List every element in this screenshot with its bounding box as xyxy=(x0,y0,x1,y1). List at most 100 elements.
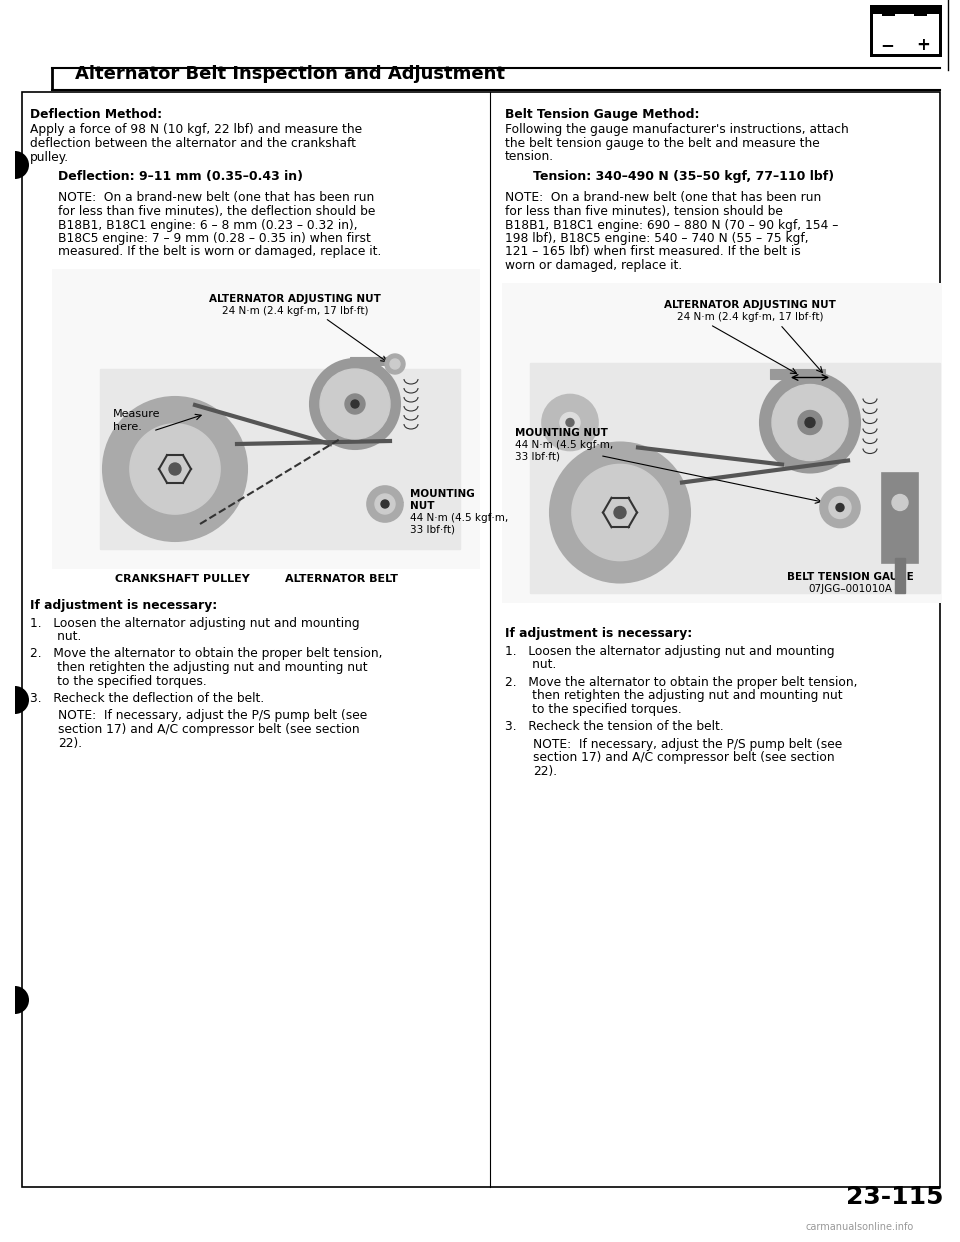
Text: ALTERNATOR ADJUSTING NUT: ALTERNATOR ADJUSTING NUT xyxy=(209,294,381,304)
Text: worn or damaged, replace it.: worn or damaged, replace it. xyxy=(505,260,683,272)
Bar xyxy=(52,270,480,569)
Text: here.: here. xyxy=(113,422,142,432)
Circle shape xyxy=(542,395,598,451)
Text: B18C5 engine: 7 – 9 mm (0.28 – 0.35 in) when first: B18C5 engine: 7 – 9 mm (0.28 – 0.35 in) … xyxy=(58,232,371,245)
Circle shape xyxy=(820,488,860,528)
Polygon shape xyxy=(100,369,460,549)
Bar xyxy=(870,5,942,57)
Text: pulley.: pulley. xyxy=(30,150,69,164)
Bar xyxy=(502,282,942,602)
Circle shape xyxy=(345,394,365,414)
Text: section 17) and A/C compressor belt (see section: section 17) and A/C compressor belt (see… xyxy=(533,751,834,765)
Text: MOUNTING NUT: MOUNTING NUT xyxy=(515,427,608,437)
Text: Measure: Measure xyxy=(113,409,160,419)
Text: NOTE:  On a brand-new belt (one that has been run: NOTE: On a brand-new belt (one that has … xyxy=(505,191,821,205)
Text: NOTE:  If necessary, adjust the P/S pump belt (see: NOTE: If necessary, adjust the P/S pump … xyxy=(58,709,368,723)
Text: the belt tension gauge to the belt and measure the: the belt tension gauge to the belt and m… xyxy=(505,137,820,150)
Circle shape xyxy=(367,486,403,522)
Text: 24 N·m (2.4 kgf·m, 17 lbf·ft): 24 N·m (2.4 kgf·m, 17 lbf·ft) xyxy=(222,306,369,315)
Text: Deflection: 9–11 mm (0.35–0.43 in): Deflection: 9–11 mm (0.35–0.43 in) xyxy=(58,170,303,183)
Text: B18B1, B18C1 engine: 690 – 880 N (70 – 90 kgf, 154 –: B18B1, B18C1 engine: 690 – 880 N (70 – 9… xyxy=(505,219,838,231)
Text: 1.   Loosen the alternator adjusting nut and mounting: 1. Loosen the alternator adjusting nut a… xyxy=(505,645,834,658)
Text: Tension: 340–490 N (35–50 kgf, 77–110 lbf): Tension: 340–490 N (35–50 kgf, 77–110 lb… xyxy=(533,170,834,183)
Text: −: − xyxy=(880,36,894,53)
Circle shape xyxy=(566,419,574,426)
Text: If adjustment is necessary:: If adjustment is necessary: xyxy=(30,599,217,612)
Bar xyxy=(914,6,927,16)
Bar xyxy=(350,356,400,365)
Text: 3.   Recheck the deflection of the belt.: 3. Recheck the deflection of the belt. xyxy=(30,692,264,705)
Text: Belt Tension Gauge Method:: Belt Tension Gauge Method: xyxy=(505,108,700,120)
Text: to the specified torques.: to the specified torques. xyxy=(30,674,206,688)
Text: 1.   Loosen the alternator adjusting nut and mounting: 1. Loosen the alternator adjusting nut a… xyxy=(30,616,360,630)
Text: BELT TENSION GAUGE: BELT TENSION GAUGE xyxy=(786,573,913,582)
Bar xyxy=(770,369,825,379)
Text: for less than five minutes), tension should be: for less than five minutes), tension sho… xyxy=(505,205,782,219)
Text: 33 lbf·ft): 33 lbf·ft) xyxy=(410,525,455,535)
Circle shape xyxy=(310,359,400,450)
Circle shape xyxy=(381,501,389,508)
Text: 33 lbf·ft): 33 lbf·ft) xyxy=(515,452,560,462)
Wedge shape xyxy=(15,686,29,714)
Text: section 17) and A/C compressor belt (see section: section 17) and A/C compressor belt (see… xyxy=(58,723,360,737)
Text: deflection between the alternator and the crankshaft: deflection between the alternator and th… xyxy=(30,137,356,150)
Text: NOTE:  If necessary, adjust the P/S pump belt (see: NOTE: If necessary, adjust the P/S pump … xyxy=(533,738,842,751)
Text: ALTERNATOR BELT: ALTERNATOR BELT xyxy=(285,574,398,584)
Text: 2.   Move the alternator to obtain the proper belt tension,: 2. Move the alternator to obtain the pro… xyxy=(505,676,857,689)
Text: +: + xyxy=(916,36,930,53)
Text: for less than five minutes), the deflection should be: for less than five minutes), the deflect… xyxy=(58,205,375,219)
Text: 24 N·m (2.4 kgf·m, 17 lbf·ft): 24 N·m (2.4 kgf·m, 17 lbf·ft) xyxy=(677,313,824,323)
Text: NUT: NUT xyxy=(410,501,435,510)
Circle shape xyxy=(829,497,851,518)
Text: 44 N·m (4.5 kgf·m,: 44 N·m (4.5 kgf·m, xyxy=(410,513,508,523)
Circle shape xyxy=(130,424,220,514)
Circle shape xyxy=(550,442,690,582)
Text: ALTERNATOR ADJUSTING NUT: ALTERNATOR ADJUSTING NUT xyxy=(664,301,836,310)
Text: 23-115: 23-115 xyxy=(847,1185,944,1208)
Text: If adjustment is necessary:: If adjustment is necessary: xyxy=(505,627,692,641)
Bar xyxy=(882,472,918,563)
Text: 3.   Recheck the tension of the belt.: 3. Recheck the tension of the belt. xyxy=(505,720,724,734)
Text: 198 lbf), B18C5 engine: 540 – 740 N (55 – 75 kgf,: 198 lbf), B18C5 engine: 540 – 740 N (55 … xyxy=(505,232,808,245)
Circle shape xyxy=(572,465,668,560)
Polygon shape xyxy=(530,363,940,592)
Text: 07JGG–001010A: 07JGG–001010A xyxy=(808,585,892,595)
Circle shape xyxy=(375,494,395,514)
Text: then retighten the adjusting nut and mounting nut: then retighten the adjusting nut and mou… xyxy=(505,689,843,703)
Bar xyxy=(895,558,905,592)
Text: Alternator Belt Inspection and Adjustment: Alternator Belt Inspection and Adjustmen… xyxy=(75,65,505,83)
Text: measured. If the belt is worn or damaged, replace it.: measured. If the belt is worn or damaged… xyxy=(58,246,381,258)
Text: tension.: tension. xyxy=(505,150,554,164)
Text: 121 – 165 lbf) when first measured. If the belt is: 121 – 165 lbf) when first measured. If t… xyxy=(505,246,801,258)
Text: carmanualsonline.info: carmanualsonline.info xyxy=(805,1222,914,1232)
Bar xyxy=(22,92,940,1187)
Circle shape xyxy=(798,411,822,435)
Text: CRANKSHAFT PULLEY: CRANKSHAFT PULLEY xyxy=(115,574,250,584)
Circle shape xyxy=(385,354,405,374)
Text: to the specified torques.: to the specified torques. xyxy=(505,703,682,715)
Bar xyxy=(873,14,939,53)
Text: 44 N·m (4.5 kgf·m,: 44 N·m (4.5 kgf·m, xyxy=(515,440,613,450)
Text: nut.: nut. xyxy=(505,658,557,672)
Text: NOTE:  On a brand-new belt (one that has been run: NOTE: On a brand-new belt (one that has … xyxy=(58,191,374,205)
Wedge shape xyxy=(15,152,29,179)
Text: Following the gauge manufacturer's instructions, attach: Following the gauge manufacturer's instr… xyxy=(505,123,849,137)
Circle shape xyxy=(351,400,359,409)
Text: B18B1, B18C1 engine: 6 – 8 mm (0.23 – 0.32 in),: B18B1, B18C1 engine: 6 – 8 mm (0.23 – 0.… xyxy=(58,219,358,231)
Text: 22).: 22). xyxy=(58,737,83,749)
Circle shape xyxy=(892,494,908,510)
Circle shape xyxy=(103,397,247,542)
Circle shape xyxy=(614,507,626,518)
Circle shape xyxy=(560,412,580,432)
Circle shape xyxy=(390,359,400,369)
Text: Apply a force of 98 N (10 kgf, 22 lbf) and measure the: Apply a force of 98 N (10 kgf, 22 lbf) a… xyxy=(30,123,362,137)
Wedge shape xyxy=(15,986,29,1013)
Text: then retighten the adjusting nut and mounting nut: then retighten the adjusting nut and mou… xyxy=(30,661,368,674)
Text: 22).: 22). xyxy=(533,765,557,777)
Text: MOUNTING: MOUNTING xyxy=(410,489,475,499)
Circle shape xyxy=(169,463,181,474)
Text: Deflection Method:: Deflection Method: xyxy=(30,108,162,120)
Circle shape xyxy=(320,369,390,438)
Bar xyxy=(882,6,895,16)
Circle shape xyxy=(760,373,860,472)
